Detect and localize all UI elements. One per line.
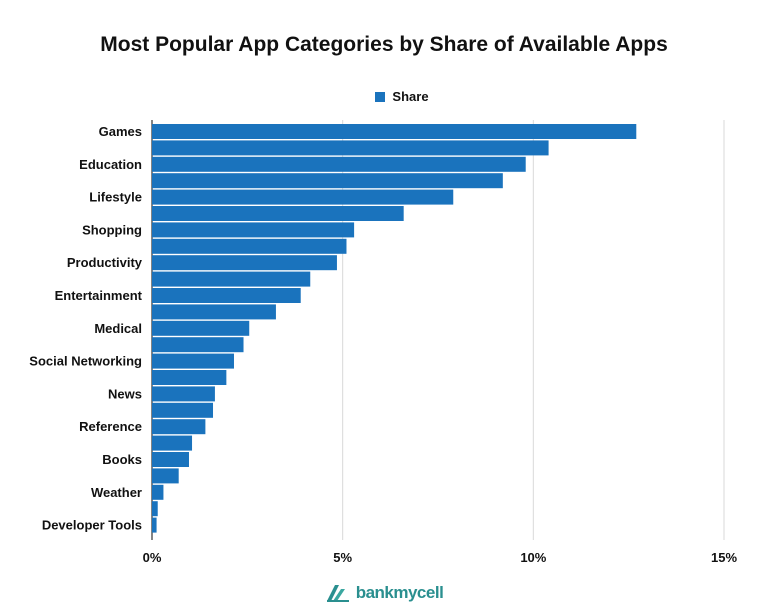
bar	[152, 452, 189, 467]
bar	[152, 353, 234, 369]
x-tick-label: 0%	[143, 550, 162, 565]
legend-swatch	[375, 91, 386, 102]
chart-title: Most Popular App Categories by Share of …	[100, 33, 668, 56]
brand-logo: bankmycell	[0, 583, 768, 603]
x-tick-label: 15%	[711, 550, 737, 565]
bar	[152, 222, 355, 238]
bar	[152, 370, 227, 385]
bars	[152, 124, 637, 533]
y-axis-label: Developer Tools	[42, 518, 142, 533]
y-axis-label: Lifestyle	[89, 190, 142, 205]
bar	[152, 271, 311, 287]
bar	[152, 501, 158, 517]
y-axis-label: Shopping	[82, 222, 142, 237]
bar	[152, 386, 215, 402]
bar	[152, 124, 637, 139]
x-tick-label: 10%	[520, 550, 546, 565]
y-axis-label: Games	[99, 124, 142, 139]
brand-name: bankmycell	[355, 583, 444, 602]
bar	[152, 419, 206, 435]
bar	[152, 140, 549, 156]
y-axis-label: News	[108, 386, 142, 401]
x-tick-label: 5%	[333, 550, 352, 565]
bar	[152, 255, 337, 271]
x-axis-ticks: 0% 5% 10% 15%	[143, 550, 738, 565]
y-axis-label: Social Networking	[29, 354, 142, 369]
y-axis-label: Weather	[91, 485, 142, 500]
y-axis-label: Productivity	[67, 255, 143, 270]
legend: Share	[0, 89, 768, 104]
bar	[152, 484, 164, 500]
bar	[152, 156, 526, 172]
bar	[152, 173, 503, 189]
y-axis-labels: Games Education Lifestyle Shopping Productiv…	[29, 124, 142, 533]
bar	[152, 206, 404, 221]
bar	[152, 517, 157, 533]
bar	[152, 468, 179, 484]
bar	[152, 320, 250, 336]
y-axis-label: Education	[79, 157, 142, 172]
bar	[152, 189, 454, 205]
y-axis-label: Reference	[79, 419, 142, 434]
legend-label: Share	[392, 89, 429, 104]
bar	[152, 304, 276, 320]
bar	[152, 435, 193, 451]
bar	[152, 288, 301, 303]
y-axis-label: Medical	[94, 321, 142, 336]
bar	[152, 402, 214, 418]
bankmycell-logo-icon	[326, 585, 349, 602]
y-axis-label: Books	[102, 452, 142, 467]
y-axis-label: Entertainment	[55, 288, 143, 303]
bar	[152, 337, 244, 353]
bar	[152, 238, 347, 254]
